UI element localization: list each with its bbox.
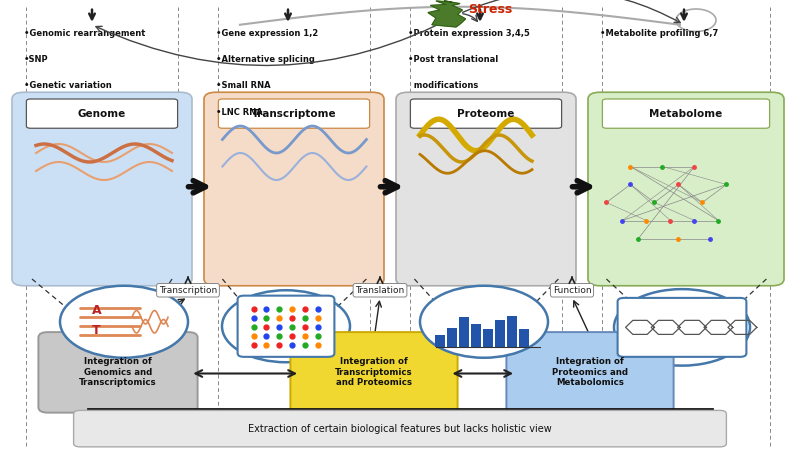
Circle shape <box>60 286 188 358</box>
Text: •Alternative splicing: •Alternative splicing <box>216 55 315 64</box>
FancyBboxPatch shape <box>410 99 562 128</box>
Bar <box>507 316 517 346</box>
Text: •Genomic rearrangement: •Genomic rearrangement <box>24 29 146 38</box>
FancyBboxPatch shape <box>618 298 746 357</box>
Text: Metabolome: Metabolome <box>650 108 722 119</box>
Text: Stress: Stress <box>468 4 512 16</box>
FancyBboxPatch shape <box>218 99 370 128</box>
Circle shape <box>420 286 548 358</box>
Text: Integration of
Genomics and
Transcriptomics: Integration of Genomics and Transcriptom… <box>79 357 157 387</box>
Text: Integration of
Proteomics and
Metabolomics: Integration of Proteomics and Metabolomi… <box>552 357 628 387</box>
Text: modifications: modifications <box>408 81 478 90</box>
Text: •Metabolite profiling 6,7: •Metabolite profiling 6,7 <box>600 29 718 38</box>
Bar <box>459 317 469 346</box>
Polygon shape <box>428 1 466 27</box>
Text: Transcription: Transcription <box>159 286 217 295</box>
Bar <box>519 328 529 346</box>
FancyBboxPatch shape <box>588 92 784 286</box>
Text: A: A <box>92 304 102 317</box>
Text: Integration of
Transcriptomics
and Proteomics: Integration of Transcriptomics and Prote… <box>335 357 413 387</box>
Text: Translation: Translation <box>355 286 405 295</box>
Text: •Small RNA: •Small RNA <box>216 81 270 90</box>
Bar <box>495 320 505 346</box>
FancyBboxPatch shape <box>12 92 192 286</box>
Text: T: T <box>92 324 101 337</box>
Text: Function: Function <box>553 286 591 295</box>
FancyBboxPatch shape <box>74 410 726 447</box>
FancyBboxPatch shape <box>238 296 334 357</box>
Text: Transcriptome: Transcriptome <box>252 108 336 119</box>
Text: Proteome: Proteome <box>458 108 514 119</box>
FancyBboxPatch shape <box>602 99 770 128</box>
Bar <box>483 329 493 346</box>
Bar <box>435 335 445 346</box>
FancyBboxPatch shape <box>38 332 198 413</box>
Text: •SNP: •SNP <box>24 55 49 64</box>
Text: Genome: Genome <box>78 108 126 119</box>
Text: •Genetic variation: •Genetic variation <box>24 81 112 90</box>
Text: •LNC RNA: •LNC RNA <box>216 108 262 117</box>
Bar <box>471 324 481 346</box>
Text: •Post translational: •Post translational <box>408 55 498 64</box>
Text: •Gene expression 1,2: •Gene expression 1,2 <box>216 29 318 38</box>
FancyBboxPatch shape <box>506 332 674 413</box>
Text: •Protein expression 3,4,5: •Protein expression 3,4,5 <box>408 29 530 38</box>
Text: Extraction of certain biological features but lacks holistic view: Extraction of certain biological feature… <box>248 423 552 434</box>
Bar <box>447 328 457 346</box>
FancyBboxPatch shape <box>290 332 458 413</box>
FancyBboxPatch shape <box>396 92 576 286</box>
FancyBboxPatch shape <box>26 99 178 128</box>
FancyBboxPatch shape <box>204 92 384 286</box>
